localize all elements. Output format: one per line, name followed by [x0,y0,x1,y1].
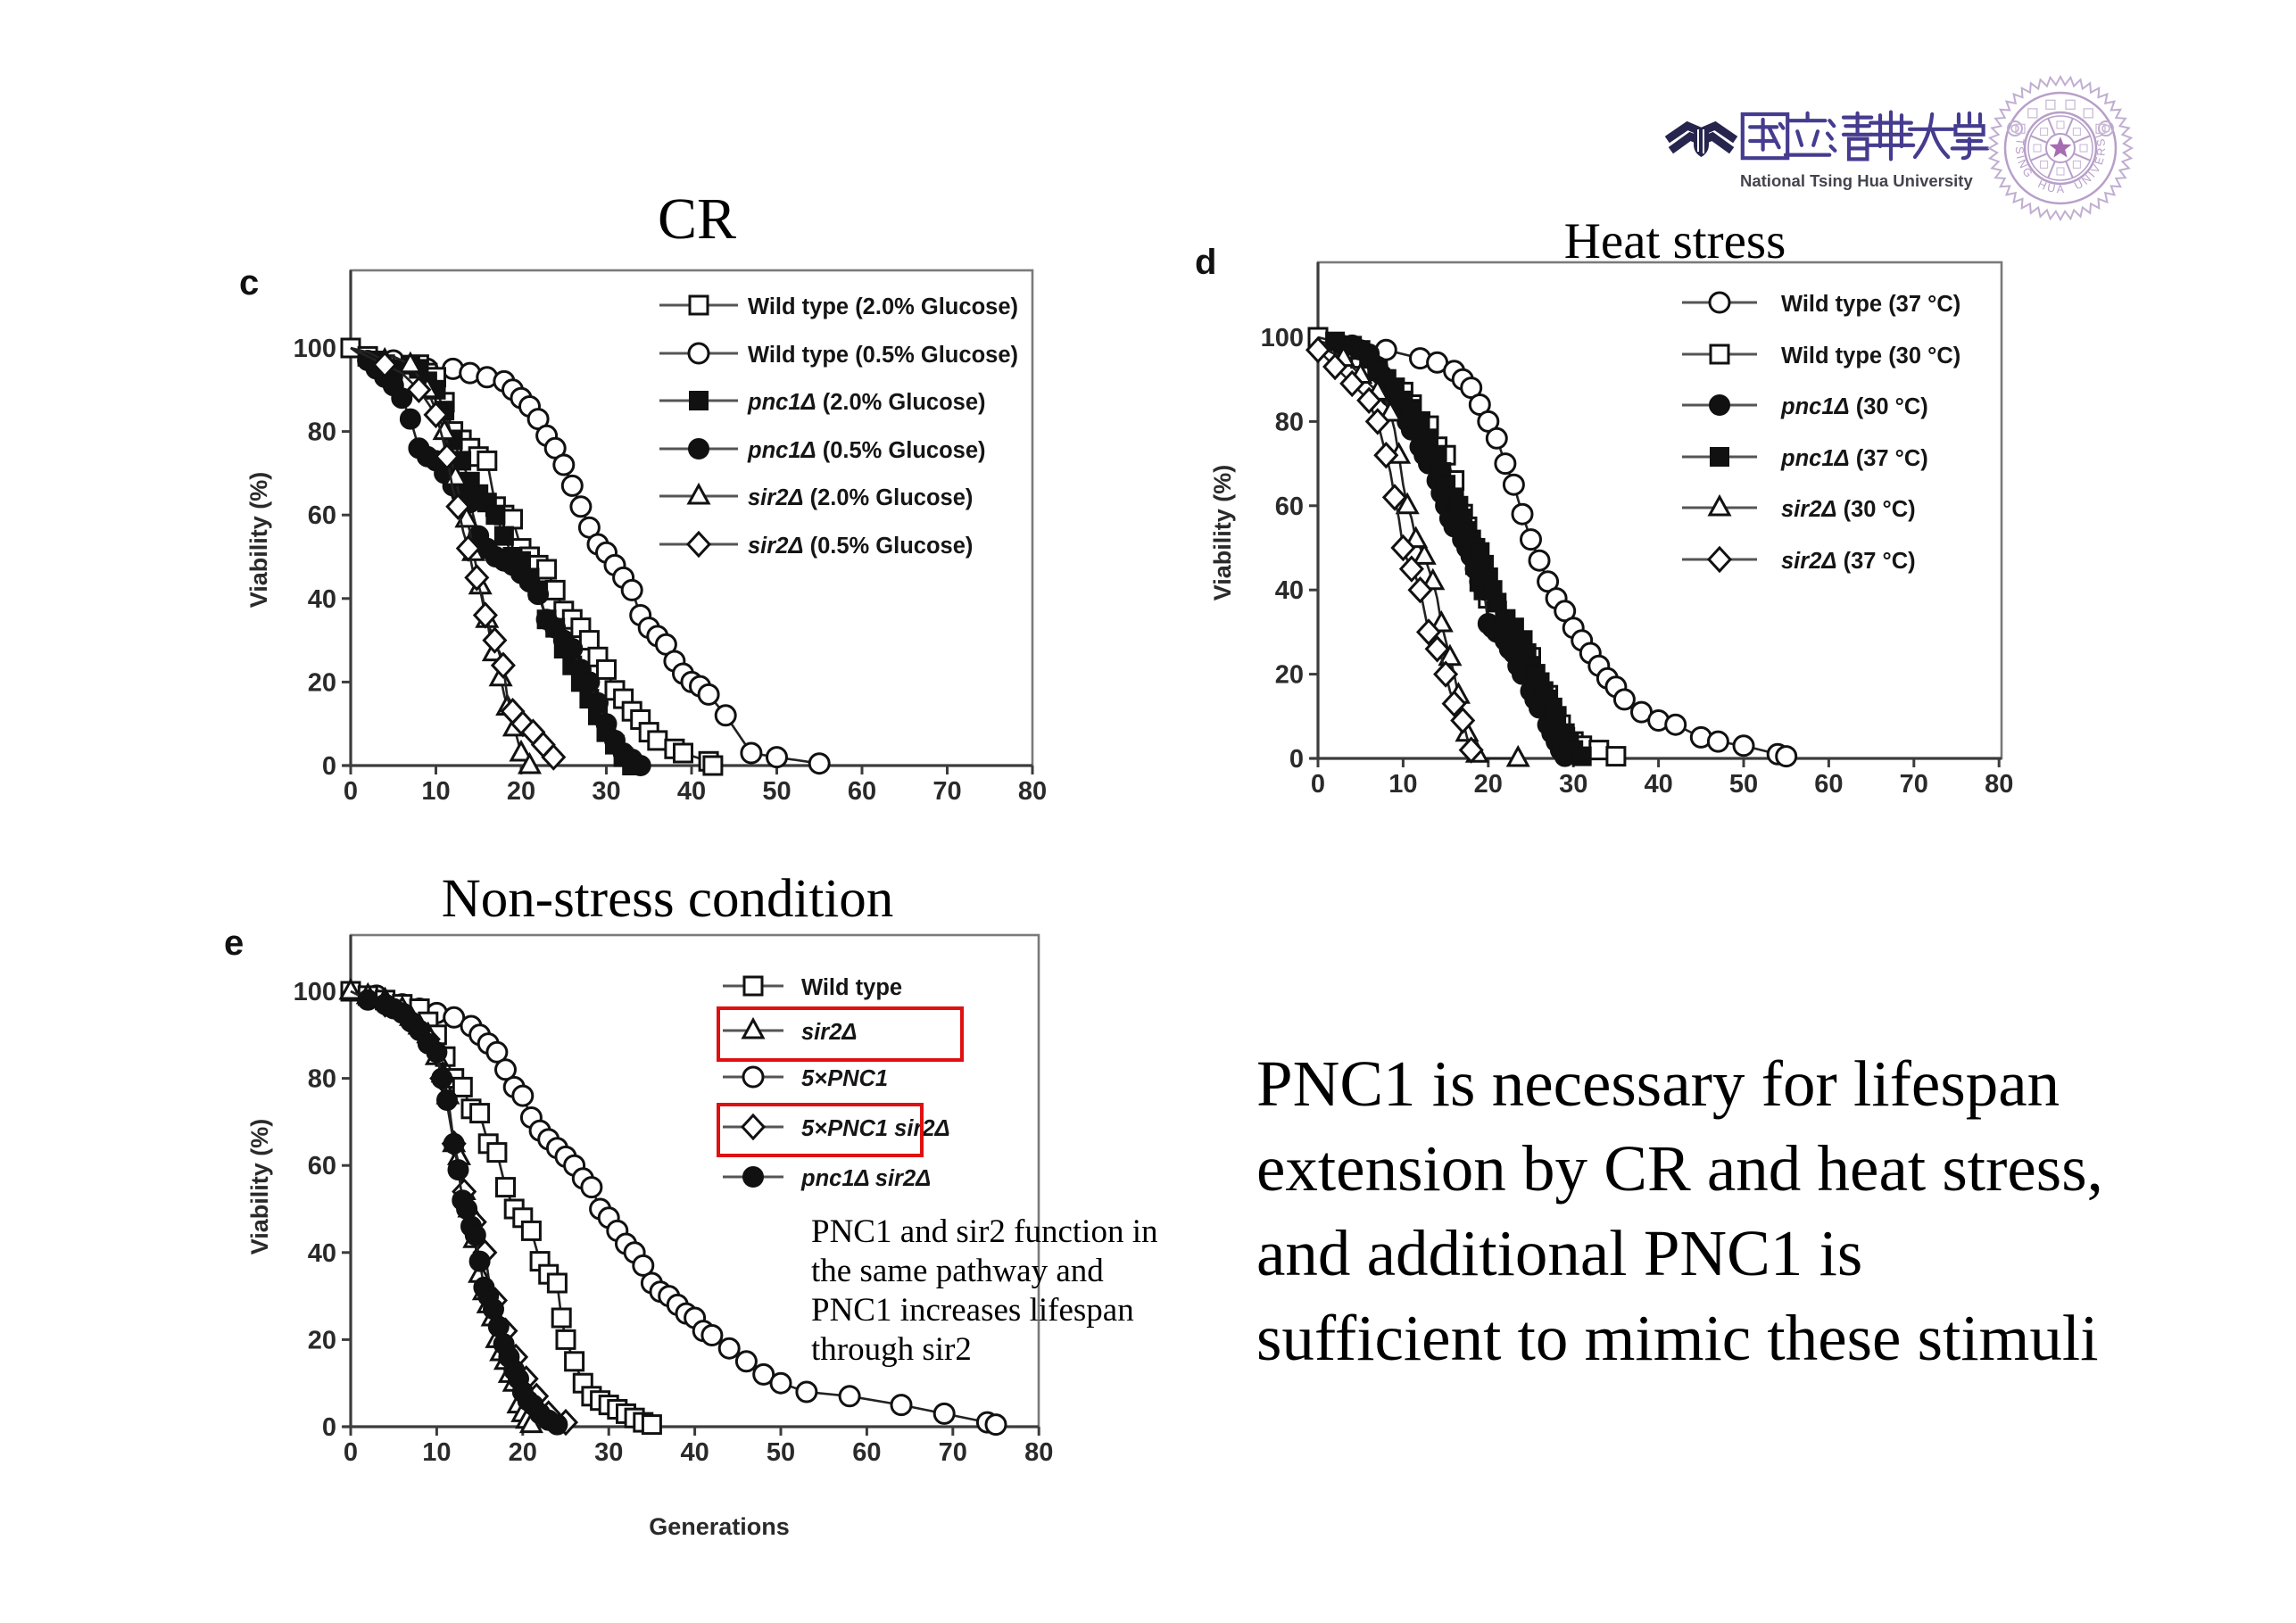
svg-text:100: 100 [294,978,336,1006]
svg-text:sir2Δ (37 °C): sir2Δ (37 °C) [1781,549,1916,574]
svg-text:40: 40 [308,585,336,614]
svg-text:80: 80 [1018,777,1047,806]
svg-text:0: 0 [344,777,358,806]
svg-text:50: 50 [767,1438,795,1467]
svg-text:extension by CR and heat stres: extension by CR and heat stress, [1256,1132,2103,1205]
svg-text:80: 80 [308,418,336,447]
svg-text:pnc1Δ sir2Δ: pnc1Δ sir2Δ [800,1166,931,1191]
svg-text:70: 70 [932,777,961,806]
svg-text:100: 100 [294,335,336,363]
svg-text:60: 60 [852,1438,881,1467]
svg-text:CR: CR [658,186,736,252]
svg-text:20: 20 [507,777,535,806]
svg-text:10: 10 [421,777,450,806]
svg-text:and additional PNC1 is: and additional PNC1 is [1256,1217,1862,1289]
svg-text:60: 60 [308,501,336,530]
svg-text:30: 30 [1559,770,1587,799]
svg-text:60: 60 [848,777,876,806]
svg-text:40: 40 [1644,770,1672,799]
svg-text:through sir2: through sir2 [811,1331,972,1368]
svg-text:0: 0 [1311,770,1325,799]
svg-text:30: 30 [592,777,620,806]
svg-text:the same pathway and: the same pathway and [811,1253,1104,1289]
svg-text:5×PNC1 sir2Δ: 5×PNC1 sir2Δ [801,1116,950,1141]
svg-text:sir2Δ (0.5% Glucose): sir2Δ (0.5% Glucose) [748,534,973,559]
svg-text:PNC1 increases lifespan: PNC1 increases lifespan [811,1292,1134,1329]
svg-text:60: 60 [1814,770,1843,799]
svg-text:70: 70 [1900,770,1928,799]
svg-text:Wild type (2.0% Glucose): Wild type (2.0% Glucose) [748,294,1018,319]
svg-text:Viability (%): Viability (%) [246,1119,273,1255]
svg-text:0: 0 [344,1438,358,1467]
svg-text:40: 40 [308,1239,336,1268]
svg-text:20: 20 [308,668,336,697]
svg-text:40: 40 [677,777,706,806]
svg-text:sir2Δ (30 °C): sir2Δ (30 °C) [1781,497,1916,522]
svg-text:sufficient to mimic these stim: sufficient to mimic these stimuli [1256,1302,2098,1374]
svg-text:40: 40 [680,1438,709,1467]
svg-text:80: 80 [1024,1438,1053,1467]
svg-text:Wild type (0.5% Glucose): Wild type (0.5% Glucose) [748,343,1018,368]
svg-text:70: 70 [939,1438,967,1467]
svg-text:National Tsing Hua University: National Tsing Hua University [1740,171,1973,190]
svg-text:TSING HUA UNIVERSITY: TSING HUA UNIVERSITY [0,0,2108,195]
svg-text:60: 60 [1275,493,1304,521]
svg-text:5×PNC1: 5×PNC1 [801,1066,888,1091]
svg-text:PNC1 and sir2 function in: PNC1 and sir2 function in [811,1213,1157,1250]
svg-text:20: 20 [1474,770,1503,799]
svg-text:c: c [239,263,259,302]
svg-text:100: 100 [1261,324,1304,352]
svg-text:Wild type (37 °C): Wild type (37 °C) [1781,292,1960,317]
svg-text:30: 30 [594,1438,623,1467]
svg-text:60: 60 [308,1152,336,1180]
svg-text:80: 80 [1985,770,2013,799]
svg-text:sir2Δ (2.0% Glucose): sir2Δ (2.0% Glucose) [748,485,973,510]
svg-text:50: 50 [1729,770,1758,799]
svg-text:Viability (%): Viability (%) [1209,465,1236,601]
svg-text:Wild type: Wild type [801,975,902,1000]
svg-text:Viability (%): Viability (%) [245,472,272,609]
svg-text:sir2Δ: sir2Δ [801,1020,858,1045]
svg-text:PNC1 is necessary for lifespan: PNC1 is necessary for lifespan [1256,1047,2060,1120]
svg-text:pnc1Δ (2.0% Glucose): pnc1Δ (2.0% Glucose) [747,390,986,415]
svg-text:80: 80 [308,1065,336,1094]
svg-text:10: 10 [422,1438,451,1467]
svg-text:50: 50 [762,777,791,806]
svg-text:Non-stress condition: Non-stress condition [442,869,894,929]
svg-text:Heat stress: Heat stress [1564,213,1786,269]
svg-text:pnc1Δ (37 °C): pnc1Δ (37 °C) [1780,446,1928,471]
svg-text:20: 20 [509,1438,537,1467]
svg-text:20: 20 [1275,661,1304,690]
svg-text:0: 0 [322,1413,336,1442]
svg-text:e: e [224,923,244,963]
svg-text:0: 0 [322,752,336,781]
svg-text:0: 0 [1289,745,1304,774]
svg-text:40: 40 [1275,576,1304,605]
svg-text:d: d [1195,243,1216,282]
svg-text:10: 10 [1388,770,1417,799]
svg-text:pnc1Δ (0.5% Glucose): pnc1Δ (0.5% Glucose) [747,438,986,463]
svg-text:pnc1Δ (30 °C): pnc1Δ (30 °C) [1780,394,1928,419]
svg-text:80: 80 [1275,408,1304,436]
svg-text:20: 20 [308,1326,336,1354]
svg-text:Generations: Generations [649,1513,790,1540]
svg-text:Wild type (30 °C): Wild type (30 °C) [1781,344,1960,368]
